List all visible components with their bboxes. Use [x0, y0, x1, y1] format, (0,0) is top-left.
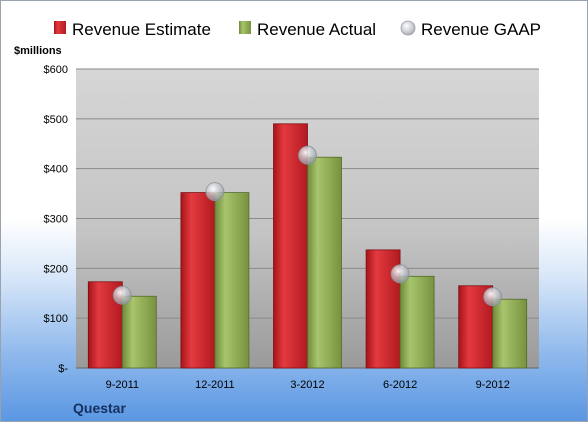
bar-revenue-estimate: [180, 192, 216, 369]
y-tick-label: $500: [44, 114, 68, 126]
bar-revenue-actual: [214, 192, 250, 369]
bar-revenue-actual: [492, 298, 528, 369]
x-tick-label: 6-2012: [383, 379, 417, 391]
marker-revenue-gaap: [298, 145, 317, 165]
gaap-markers: [112, 145, 503, 307]
y-axis: $- $100 $200 $300 $400 $500 $600: [44, 64, 69, 375]
legend-swatch-actual: [239, 21, 251, 34]
legend: Revenue Estimate Revenue Actual Revenue …: [54, 20, 541, 39]
y-tick-label: $600: [44, 64, 68, 76]
legend-label-estimate: Revenue Estimate: [72, 20, 211, 39]
y-tick-label: $300: [44, 214, 68, 226]
x-tick-label: 9-2011: [106, 379, 139, 391]
y-tick-label: $200: [44, 263, 68, 275]
legend-swatch-estimate: [54, 21, 66, 34]
legend-marker-gaap: [400, 20, 416, 36]
marker-revenue-gaap: [483, 287, 503, 307]
company-label: Questar: [73, 400, 126, 416]
x-axis: 9-2011 12-2011 3-2012 6-2012 9-2012: [106, 379, 510, 391]
bar-revenue-actual: [121, 295, 157, 369]
bar-revenue-actual: [399, 275, 435, 369]
y-tick-label: $-: [58, 363, 68, 375]
y-tick-label: $100: [44, 313, 68, 325]
marker-revenue-gaap: [112, 285, 132, 305]
y-tick-label: $400: [44, 164, 68, 176]
legend-label-actual: Revenue Actual: [257, 20, 376, 39]
legend-label-gaap: Revenue GAAP: [421, 20, 541, 39]
marker-revenue-gaap: [390, 264, 410, 284]
x-tick-label: 12-2011: [195, 379, 235, 391]
bar-revenue-actual: [307, 156, 342, 369]
marker-revenue-gaap: [205, 182, 225, 201]
x-tick-label: 3-2012: [290, 379, 324, 391]
y-axis-unit-label: $millions: [14, 45, 62, 57]
x-tick-label: 9-2012: [476, 379, 510, 391]
bar-revenue-estimate: [273, 123, 308, 369]
